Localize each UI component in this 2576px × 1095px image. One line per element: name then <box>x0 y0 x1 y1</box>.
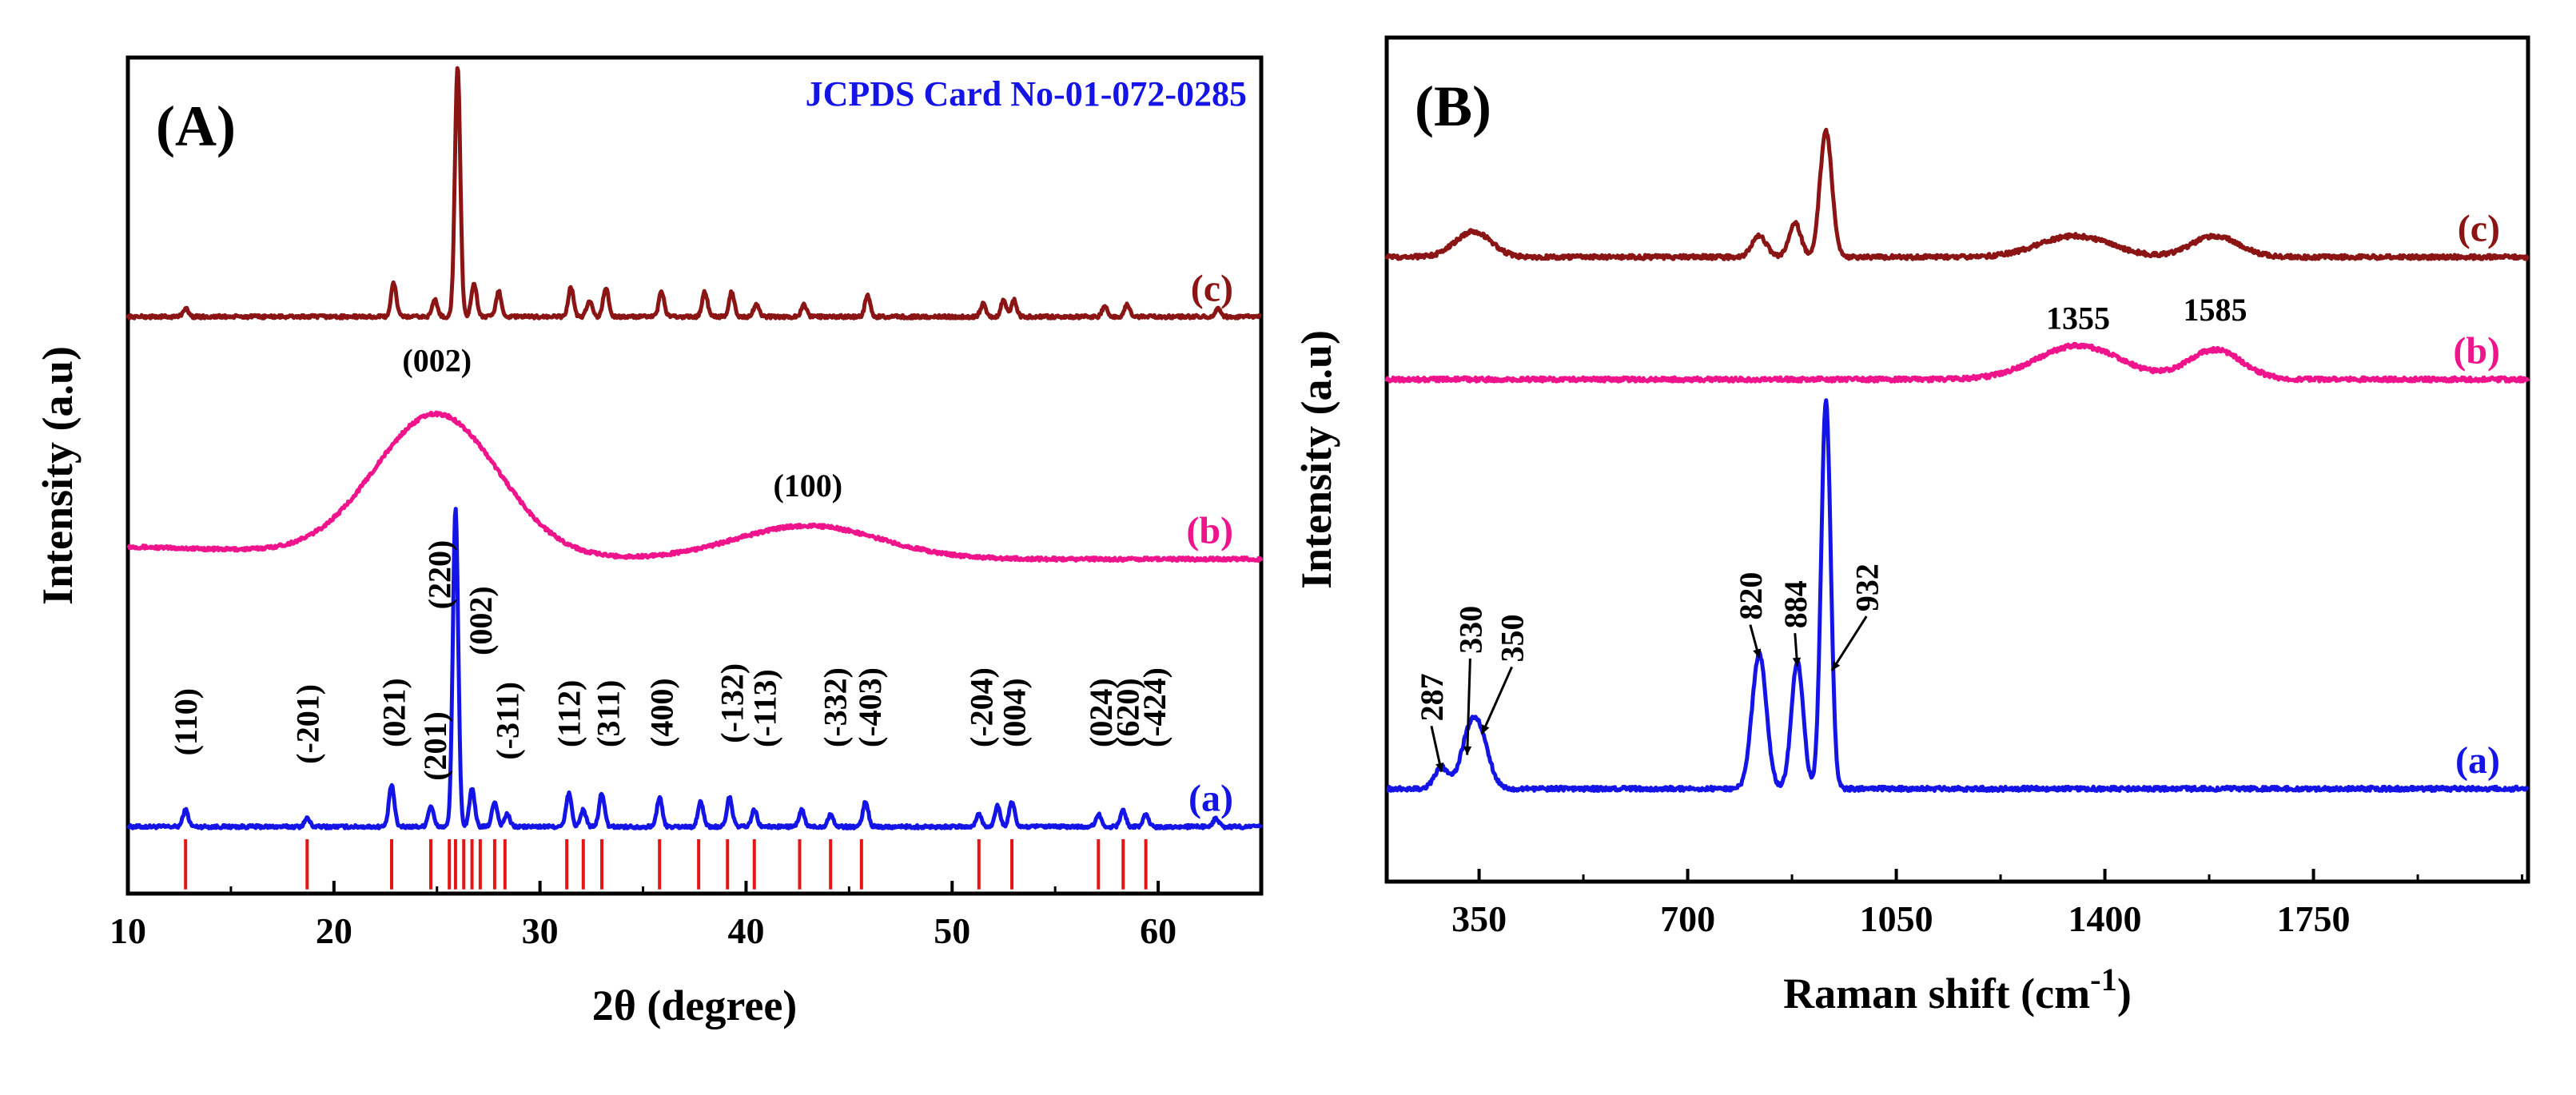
peak-label: (112) <box>551 680 587 747</box>
x-tick-label: 350 <box>1451 898 1507 939</box>
peak-label: (024) <box>1083 678 1119 747</box>
x-axis-label: Raman shift (cm-1) <box>1783 962 2132 1017</box>
plot-frame <box>125 55 1264 896</box>
series-line-b <box>1384 341 2530 384</box>
peak-arrow <box>1830 615 1868 671</box>
panel-a: 10 20 30 40 50 60 2θ (degree) Intensity (a.u) (A… <box>34 55 1264 1029</box>
peak-arrowhead <box>1481 724 1490 735</box>
peak-label: 350 <box>1495 614 1531 662</box>
peak-label: 820 <box>1733 572 1769 620</box>
x-axis-label-main: 2θ (degree) <box>592 982 798 1029</box>
series-line-b <box>126 410 1264 563</box>
peak-label: 330 <box>1452 606 1488 654</box>
x-tick-label: 60 <box>1140 910 1177 951</box>
x-tick-label: 50 <box>934 910 970 951</box>
series-label-c: (c) <box>2458 208 2500 250</box>
peak-label: (004) <box>997 678 1033 747</box>
peak-label: (021) <box>376 678 412 747</box>
peak-label: (002) <box>402 342 472 378</box>
y-axis-label: Intensity (a.u) <box>1292 330 1340 589</box>
x-tick-label: 1050 <box>1860 898 1933 939</box>
y-axis-label: Intensity (a.u) <box>34 346 82 605</box>
peak-arrow <box>1480 666 1513 735</box>
peak-label: (220) <box>421 540 457 610</box>
peak-label: (-311) <box>489 682 525 760</box>
peak-label: (110) <box>168 688 204 755</box>
x-axis-label-end: ) <box>2117 970 2132 1017</box>
series-line-c <box>1384 127 2530 261</box>
peak-label: (-201) <box>289 684 325 764</box>
peak-label: (-204) <box>963 667 999 747</box>
x-axis-label-main: Raman shift (cm <box>1783 970 2090 1017</box>
series-label-a: (a) <box>2455 739 2500 782</box>
peak-label: (002) <box>463 586 499 655</box>
peak-label: 287 <box>1414 673 1450 721</box>
x-tick-label: 10 <box>109 910 146 951</box>
x-tick-label: 700 <box>1660 898 1715 939</box>
peak-label: 884 <box>1778 580 1814 628</box>
peak-label: (311) <box>591 680 627 747</box>
peak-label: (-403) <box>852 667 888 747</box>
peak-label: (-132) <box>714 663 750 743</box>
peak-label: 932 <box>1849 563 1885 611</box>
series-label-c: (c) <box>1191 267 1233 309</box>
peak-label: (-332) <box>817 667 853 747</box>
peak-label: (400) <box>644 678 680 747</box>
x-tick-label: 20 <box>316 910 352 951</box>
x-axis-label-superscript: -1 <box>2090 962 2117 997</box>
peak-label: 1355 <box>2046 300 2110 336</box>
peak-arrowhead <box>1792 657 1802 667</box>
plot-frame <box>1384 35 2530 884</box>
peak-label: (-113) <box>747 669 783 747</box>
peak-arrowhead <box>1463 746 1472 755</box>
panel-label: (A) <box>156 94 236 158</box>
series-line-a <box>126 507 1264 830</box>
series-line-c <box>125 66 1263 321</box>
jcpds-annotation: JCPDS Card No-01-072-0285 <box>806 74 1247 113</box>
panel-label: (B) <box>1415 74 1491 138</box>
x-tick-label: 30 <box>522 910 559 951</box>
peak-arrowhead <box>1753 648 1762 659</box>
x-axis-label: 2θ (degree) <box>592 982 798 1029</box>
peak-label: (100) <box>773 468 842 504</box>
peak-arrowhead <box>1832 661 1841 671</box>
peak-label: 1585 <box>2184 292 2248 328</box>
x-tick-label: 1400 <box>2068 898 2142 939</box>
peak-label: (620) <box>1109 678 1145 747</box>
peak-arrow <box>1466 658 1471 755</box>
series-label-b: (b) <box>1186 510 1233 552</box>
peak-arrowhead <box>1435 763 1444 772</box>
x-tick-label: 1750 <box>2277 898 2351 939</box>
peak-label: (-424) <box>1137 667 1173 747</box>
peak-label: (201) <box>417 711 453 781</box>
series-line-a <box>1385 398 2530 793</box>
x-tick-label: 40 <box>727 910 764 951</box>
series-label-a: (a) <box>1188 777 1233 819</box>
panel-b: 350 700 1050 1400 1750 Raman shift (cm-1) Inte… <box>1292 35 2530 1017</box>
series-label-b: (b) <box>2453 330 2500 372</box>
